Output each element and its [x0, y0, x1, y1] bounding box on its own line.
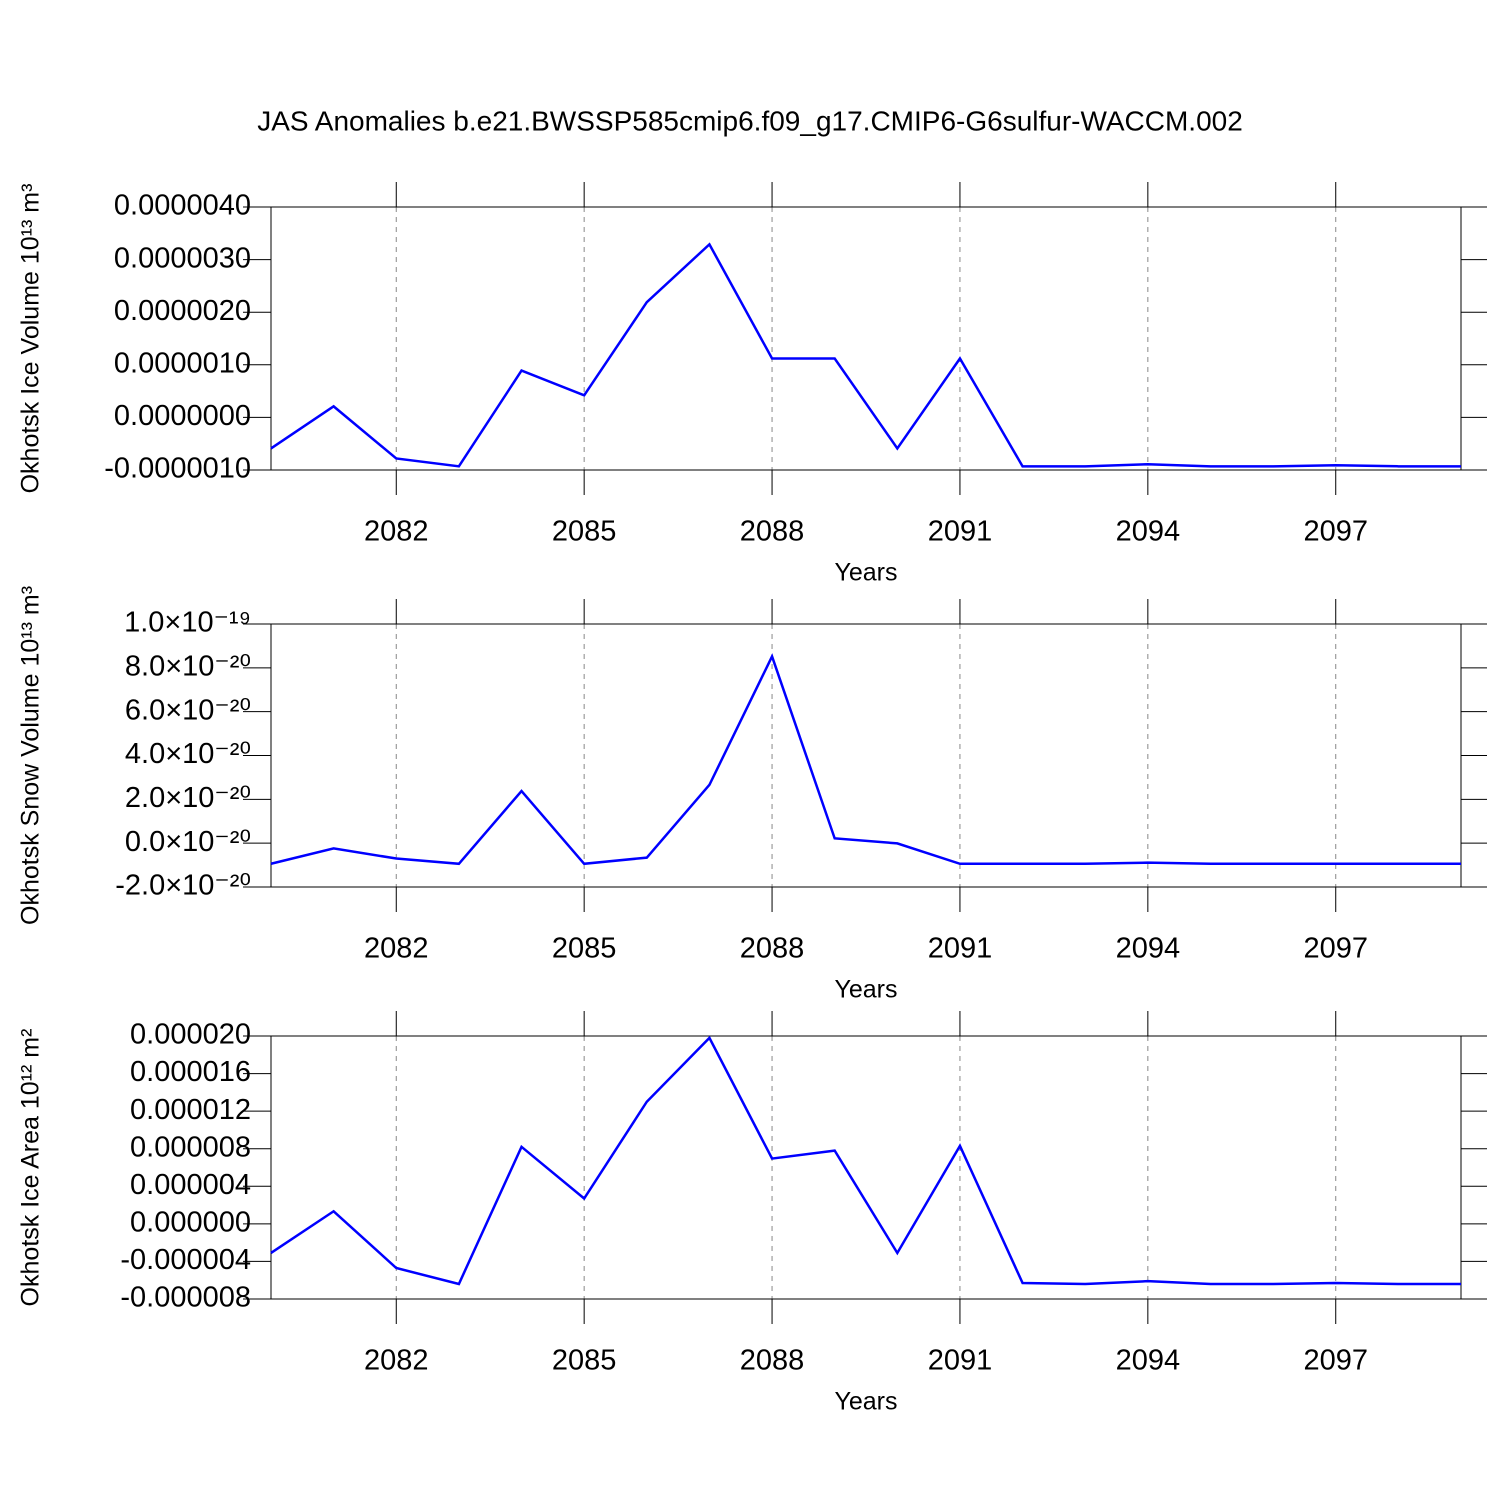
y-axis-label: Okhotsk Ice Area 10¹² m²	[17, 1029, 45, 1307]
x-tick-label: 2085	[552, 1345, 617, 1377]
x-tick-label: 2097	[1303, 933, 1368, 965]
y-tick-label: 1.0×10⁻¹⁹	[124, 607, 251, 639]
y-tick-label: 0.0000020	[114, 295, 251, 327]
x-tick-label: 2088	[740, 1345, 805, 1377]
x-tick-label: 2091	[928, 516, 993, 548]
y-tick-label: 6.0×10⁻²⁰	[125, 694, 251, 726]
x-axis-label: Years	[834, 976, 897, 1004]
y-tick-label: -2.0×10⁻²⁰	[115, 870, 251, 902]
x-tick-label: 2082	[364, 933, 429, 965]
x-tick-label: 2091	[928, 933, 993, 965]
plot-frame	[270, 1035, 1462, 1300]
x-tick-label: 2088	[740, 933, 805, 965]
y-tick-label: -0.000004	[120, 1244, 251, 1276]
x-tick-label: 2097	[1303, 516, 1368, 548]
x-tick-label: 2091	[928, 1345, 993, 1377]
x-tick-label: 2094	[1116, 1345, 1181, 1377]
y-tick-label: 0.0000000	[114, 400, 251, 432]
y-tick-label: 0.000004	[130, 1169, 251, 1201]
data-line	[270, 653, 1461, 866]
y-axis-label: Okhotsk Snow Volume 10¹³ m³	[17, 586, 45, 925]
x-tick-label: 2085	[552, 933, 617, 965]
y-tick-label: -0.000008	[120, 1282, 251, 1314]
x-tick-label: 2094	[1116, 516, 1181, 548]
x-tick-label: 2094	[1116, 933, 1181, 965]
y-axis-label: Okhotsk Ice Volume 10¹³ m³	[17, 184, 45, 494]
x-axis-label: Years	[834, 1388, 897, 1416]
x-tick-label: 2097	[1303, 1345, 1368, 1377]
y-tick-label: -0.0000010	[104, 453, 251, 485]
y-tick-label: 0.000000	[130, 1207, 251, 1239]
plot-frame	[270, 206, 1462, 471]
y-tick-label: 0.0000010	[114, 347, 251, 379]
x-axis-label: Years	[834, 559, 897, 587]
y-tick-label: 0.0000040	[114, 190, 251, 222]
x-tick-label: 2088	[740, 516, 805, 548]
figure-title: JAS Anomalies b.e21.BWSSP585cmip6.f09_g1…	[257, 105, 1243, 136]
x-tick-label: 2082	[364, 516, 429, 548]
y-tick-label: 0.000012	[130, 1094, 251, 1126]
x-tick-label: 2085	[552, 516, 617, 548]
y-tick-label: 0.0000030	[114, 242, 251, 274]
y-tick-label: 0.000020	[130, 1019, 251, 1051]
plot-frame	[270, 623, 1462, 888]
y-tick-label: 8.0×10⁻²⁰	[125, 650, 251, 682]
y-tick-label: 0.000008	[130, 1131, 251, 1163]
y-tick-label: 2.0×10⁻²⁰	[125, 782, 251, 814]
data-line	[270, 242, 1461, 468]
y-tick-label: 0.0×10⁻²⁰	[125, 826, 251, 858]
data-line	[270, 1035, 1461, 1286]
y-tick-label: 4.0×10⁻²⁰	[125, 738, 251, 770]
x-tick-label: 2082	[364, 1345, 429, 1377]
y-tick-label: 0.000016	[130, 1056, 251, 1088]
